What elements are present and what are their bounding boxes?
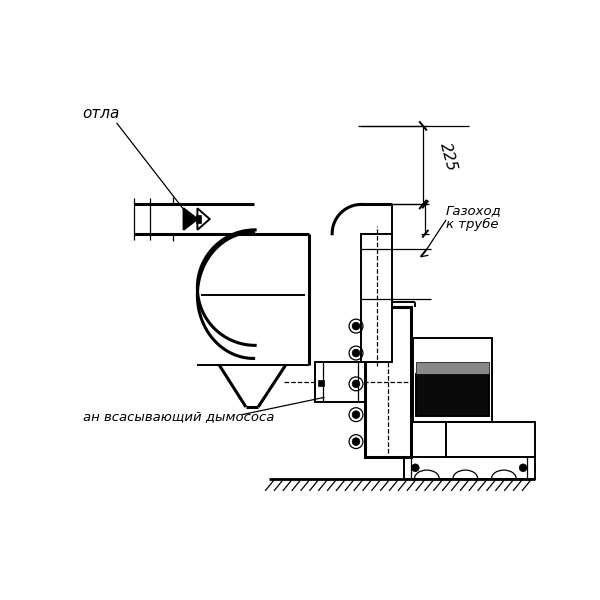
Text: Газоход: Газоход <box>446 205 502 217</box>
Bar <box>361 234 392 362</box>
Bar <box>365 307 412 457</box>
Text: отла: отла <box>83 106 120 121</box>
Bar <box>318 380 325 386</box>
Bar <box>196 215 201 223</box>
Bar <box>413 338 493 422</box>
Circle shape <box>352 411 360 419</box>
Bar <box>404 457 535 479</box>
Polygon shape <box>197 208 210 230</box>
Bar <box>446 422 535 457</box>
Polygon shape <box>184 208 197 230</box>
Circle shape <box>352 349 360 357</box>
Text: 225: 225 <box>437 141 459 173</box>
Circle shape <box>412 464 419 472</box>
Bar <box>416 362 489 374</box>
Circle shape <box>352 380 360 388</box>
Circle shape <box>352 322 360 330</box>
Text: ан всасывающий дымососа: ан всасывающий дымососа <box>83 410 274 423</box>
Circle shape <box>352 438 360 445</box>
Bar <box>416 374 489 416</box>
Circle shape <box>519 464 527 472</box>
Text: к трубе: к трубе <box>446 217 499 230</box>
Bar <box>315 362 365 402</box>
